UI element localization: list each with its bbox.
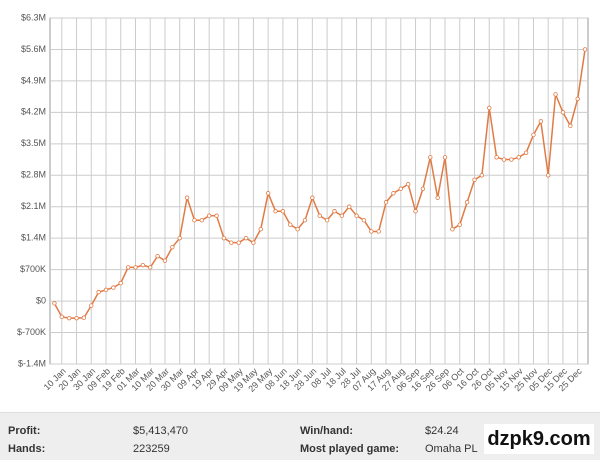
point xyxy=(243,235,249,241)
point xyxy=(317,213,322,218)
stat-label: Hands: xyxy=(8,443,46,455)
point xyxy=(582,47,588,52)
point xyxy=(66,315,72,321)
point xyxy=(339,213,345,218)
point xyxy=(310,195,315,200)
point xyxy=(369,229,374,234)
point xyxy=(192,218,197,223)
point xyxy=(288,222,293,227)
point xyxy=(258,226,263,232)
point xyxy=(177,235,182,241)
y-tick-label: $700K xyxy=(20,264,46,274)
point xyxy=(229,240,234,245)
point xyxy=(405,182,411,187)
point xyxy=(428,155,433,160)
point xyxy=(206,213,212,218)
point xyxy=(265,191,271,196)
point xyxy=(479,173,485,178)
y-tick-label: $5.6M xyxy=(21,44,46,54)
point xyxy=(413,209,418,214)
point xyxy=(89,303,94,308)
point xyxy=(81,315,87,320)
stat-label: Profit: xyxy=(8,425,41,437)
point xyxy=(457,222,462,227)
point xyxy=(464,200,470,205)
point xyxy=(354,213,359,218)
stat-value: $5,413,470 xyxy=(133,425,189,437)
point xyxy=(575,96,580,102)
y-tick-label: $4.2M xyxy=(21,107,46,117)
y-tick-label: $2.8M xyxy=(21,170,46,180)
point xyxy=(133,265,138,270)
point xyxy=(214,213,219,218)
point xyxy=(184,195,190,200)
point xyxy=(450,226,455,232)
point xyxy=(546,173,551,178)
point xyxy=(501,157,507,162)
y-tick-label: $0 xyxy=(36,295,46,305)
point xyxy=(140,262,146,268)
point xyxy=(472,177,477,182)
y-tick-label: $4.9M xyxy=(21,75,46,85)
point xyxy=(221,235,227,241)
point xyxy=(568,123,573,129)
point xyxy=(170,244,175,250)
stat-value: 223259 xyxy=(133,443,170,455)
point xyxy=(251,240,256,245)
point xyxy=(103,287,109,293)
point xyxy=(494,155,499,160)
point xyxy=(332,209,337,214)
stat-label: Win/hand: xyxy=(300,425,354,437)
point xyxy=(487,105,492,111)
point xyxy=(361,218,367,223)
point xyxy=(538,119,544,124)
plot-area xyxy=(49,17,589,365)
watermark: dzpk9.com xyxy=(484,424,594,454)
point xyxy=(442,155,448,160)
point xyxy=(523,150,529,156)
point xyxy=(148,265,153,270)
point xyxy=(295,226,300,232)
point xyxy=(531,132,536,138)
stat-label: Most played game: xyxy=(300,443,400,455)
point xyxy=(398,186,404,191)
point xyxy=(96,289,101,295)
y-tick-label: $1.4M xyxy=(21,233,46,243)
point xyxy=(125,265,131,270)
point xyxy=(118,280,123,286)
point xyxy=(280,209,286,214)
point xyxy=(509,157,514,162)
y-tick-label: $6.3M xyxy=(21,12,46,22)
point xyxy=(391,191,396,196)
stat-value: Omaha PL xyxy=(425,443,478,455)
stat-value: $24.24 xyxy=(425,425,459,437)
point xyxy=(324,218,330,223)
point xyxy=(111,285,116,290)
y-tick-label: $3.5M xyxy=(21,138,46,148)
point xyxy=(59,314,64,320)
point xyxy=(560,110,566,115)
point xyxy=(302,218,308,223)
y-tick-label: $-700K xyxy=(17,327,46,337)
point xyxy=(74,315,79,321)
point xyxy=(52,301,57,306)
point xyxy=(376,229,381,234)
point xyxy=(162,258,168,263)
point xyxy=(435,195,440,200)
point xyxy=(420,186,426,191)
y-tick-label: $-1.4M xyxy=(18,358,46,368)
point xyxy=(553,92,558,97)
chart: $-1.4M $-700K $0 $700K $1.4M $2.1M $2.8M $3.5M $… xyxy=(17,12,589,394)
point xyxy=(516,155,521,160)
y-tick-label: $2.1M xyxy=(21,201,46,211)
point xyxy=(199,218,205,223)
point xyxy=(155,253,160,259)
point xyxy=(383,200,389,205)
point xyxy=(347,204,352,209)
point xyxy=(236,240,241,245)
point xyxy=(273,209,278,214)
